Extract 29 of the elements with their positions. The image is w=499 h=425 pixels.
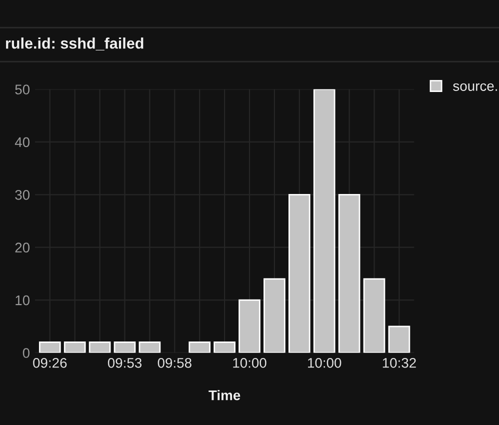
bar: [114, 342, 136, 353]
bar: [288, 194, 310, 353]
y-tick-label: 50: [15, 84, 30, 94]
x-tick-label: 09:53: [108, 358, 142, 368]
bar: [64, 342, 86, 353]
y-tick-label: 0: [22, 348, 30, 358]
chart-title: rule.id: sshd_failed: [6, 38, 144, 50]
y-tick-label: 40: [14, 137, 30, 148]
x-tick-label: 10:00: [233, 358, 266, 368]
bar: [338, 194, 360, 353]
bar: [313, 89, 336, 353]
bar: [188, 342, 211, 353]
bar: [38, 342, 61, 353]
legend-label: source.: [453, 83, 497, 91]
bar: [264, 278, 286, 353]
x-axis-title: Time: [208, 390, 240, 400]
x-tick-label: 10:00: [308, 358, 342, 368]
y-tick-label: 30: [15, 190, 30, 200]
bar: [214, 342, 236, 353]
bar: [138, 342, 161, 353]
bar: [238, 299, 260, 353]
x-tick-label: 09:26: [33, 358, 67, 368]
bar: [388, 326, 410, 353]
bar: [363, 278, 386, 353]
x-tick-label: 10:32: [382, 358, 416, 368]
y-tick-label: 20: [15, 242, 30, 253]
y-tick-label: 10: [16, 295, 30, 306]
x-tick-label: 09:58: [158, 358, 192, 368]
bar: [88, 342, 111, 353]
